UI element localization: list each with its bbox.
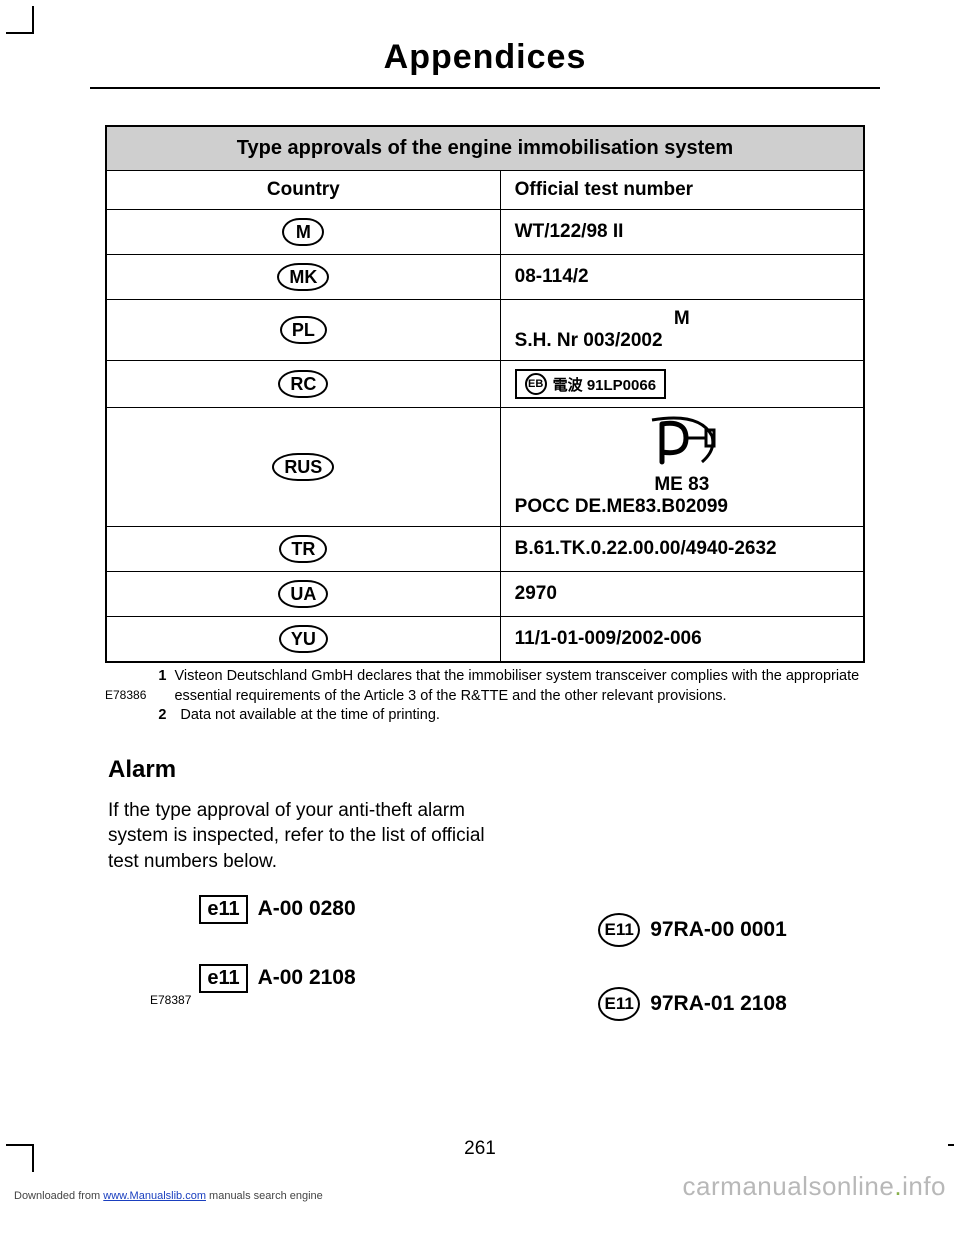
page-title: Appendices [90,38,880,77]
country-oval: YU [279,625,328,653]
test-cell: 08-114/2 [500,255,864,300]
table-row: RUS ME 83POCC DE.ME83.B02099 [106,408,864,527]
rus-mark-icon [642,416,722,470]
country-oval: RC [278,370,328,398]
country-oval: PL [280,316,327,344]
rc-badge-icon: EB [525,373,547,395]
rc-badge: EB電波 91LP0066 [515,369,666,399]
country-oval: RUS [272,453,334,481]
country-cell: YU [106,617,500,663]
country-cell: M [106,210,500,255]
country-cell: TR [106,527,500,572]
alarm-heading: Alarm [108,756,880,784]
col-test: Official test number [500,171,864,210]
test-cell: 2970 [500,572,864,617]
alarm-code-text: A-00 2108 [258,966,356,990]
manual-page: Appendices Type approvals of the engine … [0,0,960,1242]
alarm-code-text: A-00 0280 [258,897,356,921]
download-line: Downloaded from www.Manualslib.com manua… [14,1190,323,1202]
watermark-text: info [902,1171,946,1201]
alarm-code-text: 97RA-00 0001 [650,918,787,942]
table-row: M WT/122/98 II [106,210,864,255]
title-rule [90,87,880,89]
footnotes: E78386 1Visteon Deutschland GmbH declare… [105,667,865,726]
watermark-dot: . [894,1171,902,1201]
country-cell: RC [106,361,500,408]
footnote: 2Data not available at the time of print… [158,706,865,726]
e11-circle-mark: E11 [598,913,640,947]
country-oval: TR [279,535,327,563]
alarm-code: E11 97RA-01 2108 [598,987,787,1021]
country-oval: UA [278,580,328,608]
alarm-code: e11 A-00 0280 [199,895,355,924]
country-oval: MK [277,263,329,291]
crop-mark [6,6,34,34]
e11-box-mark: e11 [199,895,247,924]
table-row: UA 2970 [106,572,864,617]
table-header: Type approvals of the engine immobilisat… [106,126,864,171]
figure-ref: E78386 [105,687,146,726]
approvals-table: Type approvals of the engine immobilisat… [105,125,865,663]
watermark: carmanualsonline.info [683,1171,946,1202]
download-prefix: Downloaded from [14,1190,103,1202]
country-cell: RUS [106,408,500,527]
table-row: RC EB電波 91LP0066 [106,361,864,408]
table-row: YU 11/1-01-009/2002-006 [106,617,864,663]
watermark-text: carmanualsonline [683,1171,895,1201]
alarm-code: e11 A-00 2108 [199,964,355,993]
test-cell: EB電波 91LP0066 [500,361,864,408]
alarm-code: E11 97RA-00 0001 [598,913,787,947]
test-cell: 11/1-01-009/2002-006 [500,617,864,663]
test-cell: WT/122/98 II [500,210,864,255]
col-country: Country [106,171,500,210]
table-row: TR B.61.TK.0.22.00.00/4940-2632 [106,527,864,572]
table-row: MK 08-114/2 [106,255,864,300]
country-cell: PL [106,300,500,361]
test-cell: B.61.TK.0.22.00.00/4940-2632 [500,527,864,572]
download-suffix: manuals search engine [206,1190,323,1202]
test-cell: ME 83POCC DE.ME83.B02099 [500,408,864,527]
country-cell: UA [106,572,500,617]
e11-box-mark: e11 [199,964,247,993]
alarm-paragraph: If the type approval of your anti-theft … [108,798,508,875]
page-number: 261 [0,1138,960,1160]
e11-circle-mark: E11 [598,987,640,1021]
table-row: PL MS.H. Nr 003/2002 [106,300,864,361]
alarm-code-text: 97RA-01 2108 [650,992,787,1016]
download-link[interactable]: www.Manualslib.com [103,1190,206,1202]
test-cell: MS.H. Nr 003/2002 [500,300,864,361]
country-oval: M [282,218,324,246]
footnote: 1Visteon Deutschland GmbH declares that … [158,667,865,706]
country-cell: MK [106,255,500,300]
